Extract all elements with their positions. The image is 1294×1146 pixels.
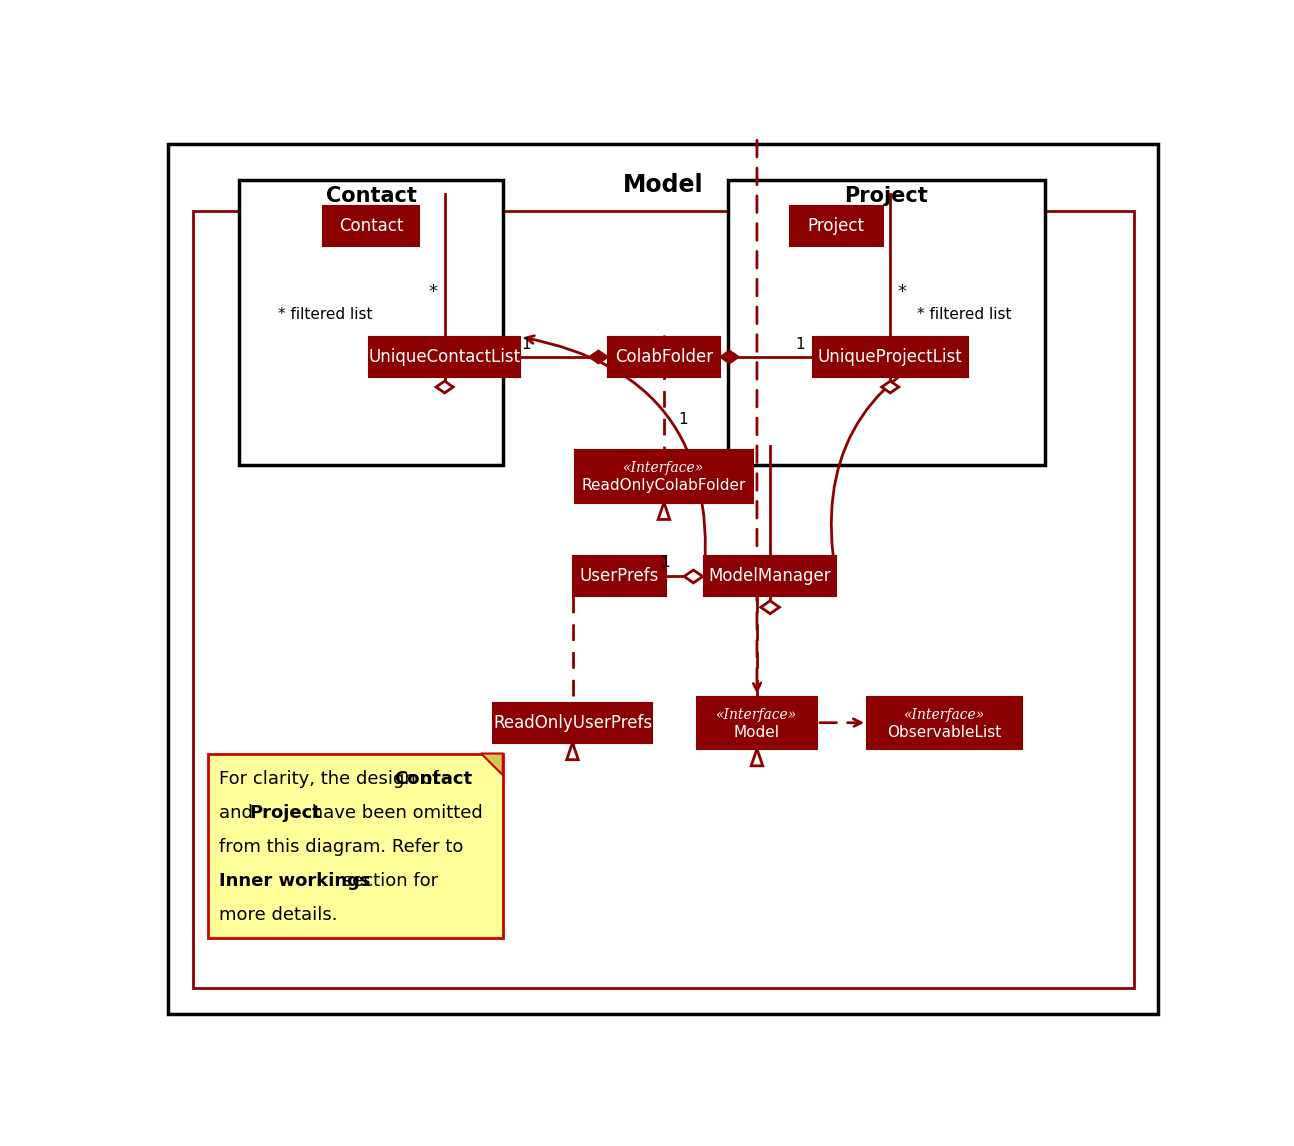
Polygon shape bbox=[685, 570, 703, 583]
Text: *: * bbox=[897, 283, 906, 300]
Text: Contact: Contact bbox=[326, 186, 417, 206]
FancyArrowPatch shape bbox=[831, 339, 963, 574]
Text: 1: 1 bbox=[521, 337, 532, 352]
Text: Contact: Contact bbox=[393, 770, 472, 788]
FancyArrowPatch shape bbox=[753, 140, 761, 691]
Text: ColabFolder: ColabFolder bbox=[615, 348, 713, 366]
Text: * filtered list: * filtered list bbox=[278, 307, 373, 322]
Text: UserPrefs: UserPrefs bbox=[580, 567, 659, 586]
Bar bbox=[369, 337, 520, 377]
Text: ReadOnlyUserPrefs: ReadOnlyUserPrefs bbox=[493, 714, 652, 731]
Text: more details.: more details. bbox=[219, 906, 338, 924]
Bar bbox=[608, 337, 721, 377]
Text: Model: Model bbox=[734, 724, 780, 739]
Bar bbox=[813, 337, 968, 377]
Text: «Interface»: «Interface» bbox=[905, 708, 985, 722]
Bar bbox=[493, 702, 652, 743]
FancyArrowPatch shape bbox=[525, 336, 705, 574]
Bar bbox=[208, 754, 503, 939]
Bar bbox=[697, 697, 817, 748]
Text: section for: section for bbox=[336, 872, 437, 890]
Polygon shape bbox=[481, 754, 503, 775]
Polygon shape bbox=[881, 382, 899, 393]
Text: have been omitted: have been omitted bbox=[305, 804, 483, 823]
Text: Project: Project bbox=[250, 804, 322, 823]
Bar bbox=[867, 697, 1022, 748]
Bar bbox=[789, 206, 883, 246]
FancyArrowPatch shape bbox=[832, 212, 840, 220]
Polygon shape bbox=[590, 351, 607, 363]
Polygon shape bbox=[761, 601, 779, 614]
Text: Inner workings: Inner workings bbox=[219, 872, 370, 890]
Text: 1: 1 bbox=[796, 337, 805, 352]
Text: * filtered list: * filtered list bbox=[917, 307, 1012, 322]
Text: Contact: Contact bbox=[339, 217, 404, 235]
Text: 1: 1 bbox=[678, 413, 687, 427]
Text: UniqueProjectList: UniqueProjectList bbox=[818, 348, 963, 366]
Polygon shape bbox=[567, 743, 578, 760]
Text: Project: Project bbox=[845, 186, 928, 206]
Polygon shape bbox=[436, 382, 453, 393]
Bar bbox=[727, 180, 1046, 465]
Text: «Interface»: «Interface» bbox=[717, 708, 797, 722]
Bar bbox=[322, 206, 419, 246]
Polygon shape bbox=[751, 748, 762, 766]
Text: and: and bbox=[219, 804, 259, 823]
Text: UniqueContactList: UniqueContactList bbox=[369, 348, 520, 366]
Polygon shape bbox=[659, 502, 670, 519]
Text: from this diagram. Refer to: from this diagram. Refer to bbox=[219, 838, 463, 856]
Bar bbox=[572, 557, 665, 596]
Text: «Interface»: «Interface» bbox=[624, 462, 704, 476]
Text: ModelManager: ModelManager bbox=[709, 567, 832, 586]
Text: *: * bbox=[428, 283, 437, 300]
Text: ReadOnlyColabFolder: ReadOnlyColabFolder bbox=[582, 478, 747, 493]
Text: For clarity, the design of: For clarity, the design of bbox=[219, 770, 445, 788]
Text: 1: 1 bbox=[661, 555, 670, 570]
Polygon shape bbox=[721, 351, 738, 363]
FancyArrowPatch shape bbox=[367, 212, 375, 220]
Bar bbox=[575, 450, 753, 502]
Bar bbox=[704, 557, 836, 596]
Text: Model: Model bbox=[622, 173, 704, 197]
FancyArrowPatch shape bbox=[820, 719, 861, 727]
Bar bbox=[193, 211, 1134, 988]
Text: ObservableList: ObservableList bbox=[888, 724, 1002, 739]
Bar bbox=[239, 180, 503, 465]
Text: Project: Project bbox=[807, 217, 864, 235]
